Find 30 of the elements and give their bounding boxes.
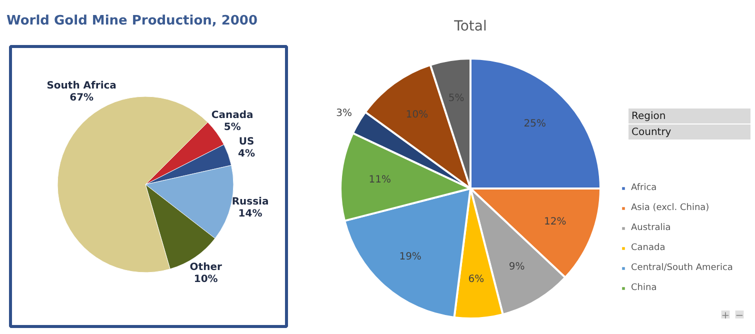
data-label: 3%: [336, 108, 352, 120]
slice-label: Canada: [211, 110, 254, 121]
chart-title: World Gold Mine Production, 2000: [6, 14, 258, 28]
slice-label: US: [238, 136, 254, 148]
data-label: 5%: [224, 122, 241, 133]
data-label: 19%: [399, 251, 422, 262]
data-label: 12%: [544, 216, 566, 228]
legend-label: Australia: [631, 222, 671, 234]
legend-label: China: [631, 282, 657, 294]
data-label: 11%: [368, 174, 392, 186]
slice-label: Russia: [232, 196, 269, 208]
text: −: [735, 310, 744, 322]
data-label: 14%: [238, 208, 262, 220]
data-label: 25%: [524, 118, 546, 130]
text: +: [721, 310, 730, 322]
data-label: 67%: [70, 92, 94, 104]
data-label: 9%: [508, 261, 525, 272]
chart-title: Total: [453, 18, 487, 34]
data-label: 6%: [468, 274, 484, 285]
legend-label: Central/South America: [631, 262, 733, 274]
legend-label: Asia (excl. China): [631, 202, 710, 214]
legend-label: Canada: [631, 242, 666, 254]
data-label: 10%: [406, 109, 428, 120]
data-label: 10%: [194, 274, 218, 285]
text: Country: [632, 127, 672, 138]
legend-label: Africa: [631, 182, 657, 194]
data-label: 4%: [238, 148, 256, 160]
slice-label: Other: [190, 262, 222, 273]
slice-label: South Africa: [46, 80, 116, 92]
text: Region: [632, 111, 666, 122]
